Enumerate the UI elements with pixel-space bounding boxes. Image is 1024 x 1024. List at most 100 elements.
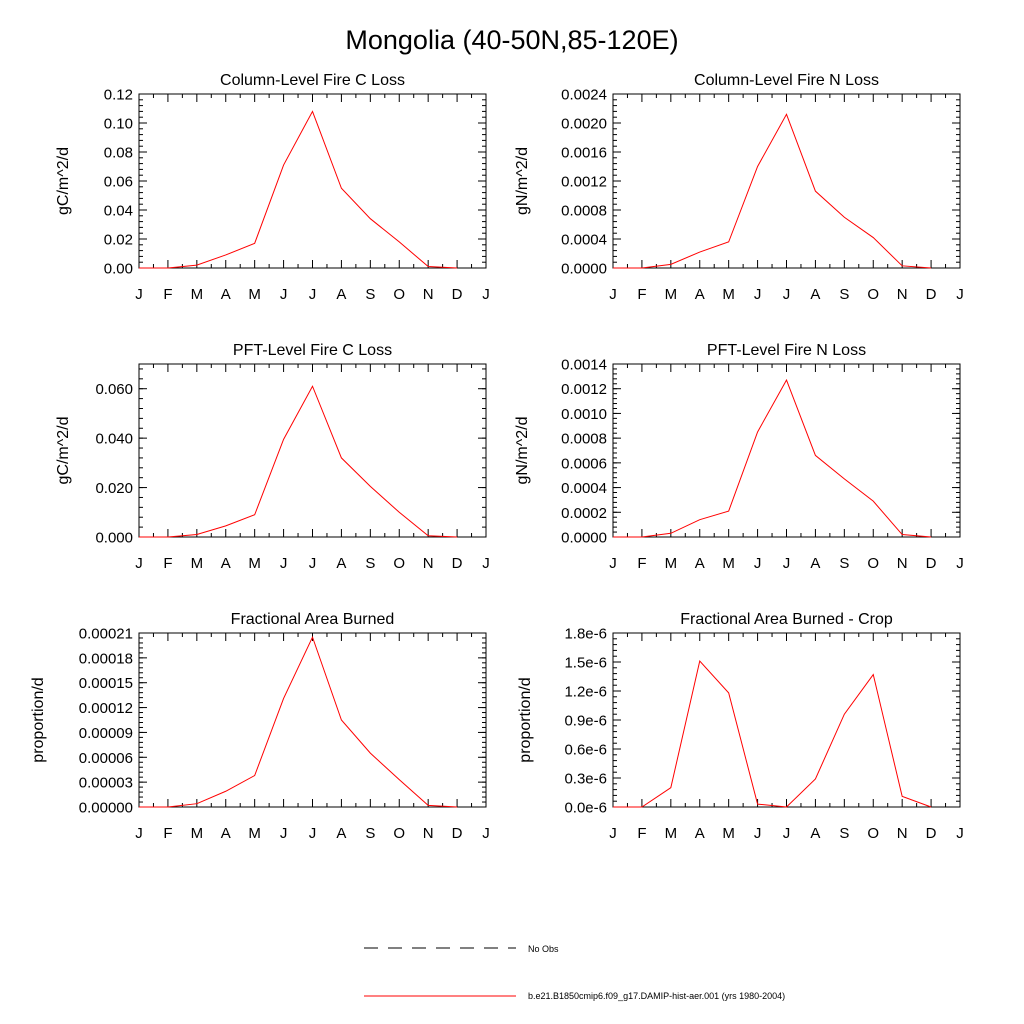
x-tick-label: O [393,555,405,572]
x-tick-label: J [956,286,964,303]
x-tick-label: N [423,286,434,303]
y-tick-label: 0.0012 [561,174,607,191]
y-tick-label: 0.06 [104,174,133,191]
y-tick-label: 0.08 [104,145,133,162]
x-tick-label: M [248,555,261,572]
plot-frame [138,93,487,269]
y-tick-label: 1.2e-6 [564,684,607,701]
legend: No Obs b.e21.B1850cmip6.f09_g17.DAMIP-hi… [364,944,785,1001]
x-tick-label: O [393,286,405,303]
y-tick-label: 0.3e-6 [564,771,607,788]
x-tick-label: S [365,286,375,303]
x-tick-label: J [609,286,617,303]
x-tick-label: J [783,286,791,303]
y-tick-label: 0.0014 [561,357,607,374]
x-tick-label: S [839,286,849,303]
x-tick-label: S [365,555,375,572]
x-tick-label: A [336,286,346,303]
x-tick-label: O [867,825,879,842]
plot-frame [612,632,961,808]
y-axis-label: gN/m^2/d [514,417,531,485]
x-tick-label: S [839,555,849,572]
x-tick-label: J [754,555,762,572]
x-tick-label: A [221,555,231,572]
x-tick-label: A [336,825,346,842]
x-tick-label: J [783,825,791,842]
y-tick-label: 0.0024 [561,87,607,104]
x-tick-label: M [722,286,735,303]
series-line [613,378,932,538]
x-tick-label: M [248,825,261,842]
x-tick-label: J [482,286,490,303]
series-line [139,635,458,808]
legend-no-obs-label: No Obs [528,944,559,954]
y-tick-label: 0.00000 [79,800,133,817]
x-tick-label: J [956,555,964,572]
x-tick-label: J [609,555,617,572]
panel-title: Fractional Area Burned - Crop [680,611,893,628]
x-tick-label: D [452,825,463,842]
x-tick-label: A [695,825,705,842]
x-tick-label: F [637,555,646,572]
y-tick-label: 0.00006 [79,750,133,767]
y-tick-label: 0.060 [95,381,133,398]
x-tick-label: M [248,286,261,303]
x-tick-label: A [695,286,705,303]
y-tick-label: 0.12 [104,87,133,104]
x-tick-label: J [482,555,490,572]
x-tick-label: O [867,286,879,303]
x-tick-label: N [897,555,908,572]
x-tick-label: D [926,555,937,572]
x-tick-label: F [637,825,646,842]
x-tick-label: D [926,286,937,303]
x-tick-label: M [665,286,678,303]
x-tick-label: J [482,825,490,842]
x-tick-label: A [221,286,231,303]
y-tick-label: 0.0008 [561,203,607,220]
y-tick-label: 0.0006 [561,455,607,472]
x-tick-label: J [309,825,317,842]
x-tick-label: O [867,555,879,572]
x-tick-label: A [810,825,820,842]
plot-frame [612,363,961,538]
y-tick-label: 1.5e-6 [564,655,607,672]
series-line [613,113,932,269]
x-tick-label: D [452,286,463,303]
y-tick-label: 0.0016 [561,145,607,162]
panel-title: Column-Level Fire N Loss [694,72,879,89]
x-tick-label: M [722,825,735,842]
y-tick-label: 0.00012 [79,700,133,717]
x-tick-label: J [135,286,143,303]
y-axis-label: gN/m^2/d [514,147,531,215]
y-tick-label: 0.0e-6 [564,800,607,817]
y-tick-label: 0.0000 [561,261,607,278]
x-tick-label: M [191,555,204,572]
x-tick-label: J [135,555,143,572]
y-tick-label: 0.00021 [79,626,133,643]
x-tick-label: F [163,555,172,572]
x-tick-label: F [163,286,172,303]
x-tick-label: F [637,286,646,303]
x-tick-label: J [280,555,288,572]
x-tick-label: J [309,286,317,303]
plot-frame [138,363,487,538]
x-tick-label: F [163,825,172,842]
x-tick-label: D [452,555,463,572]
x-tick-label: S [365,825,375,842]
y-tick-label: 0.020 [95,480,133,497]
x-tick-label: J [754,286,762,303]
x-tick-label: J [956,825,964,842]
x-tick-label: A [336,555,346,572]
x-tick-label: A [810,555,820,572]
x-tick-label: A [810,286,820,303]
x-tick-label: J [309,555,317,572]
x-tick-label: N [897,286,908,303]
plot-frame [612,93,961,269]
series-line [139,385,458,538]
